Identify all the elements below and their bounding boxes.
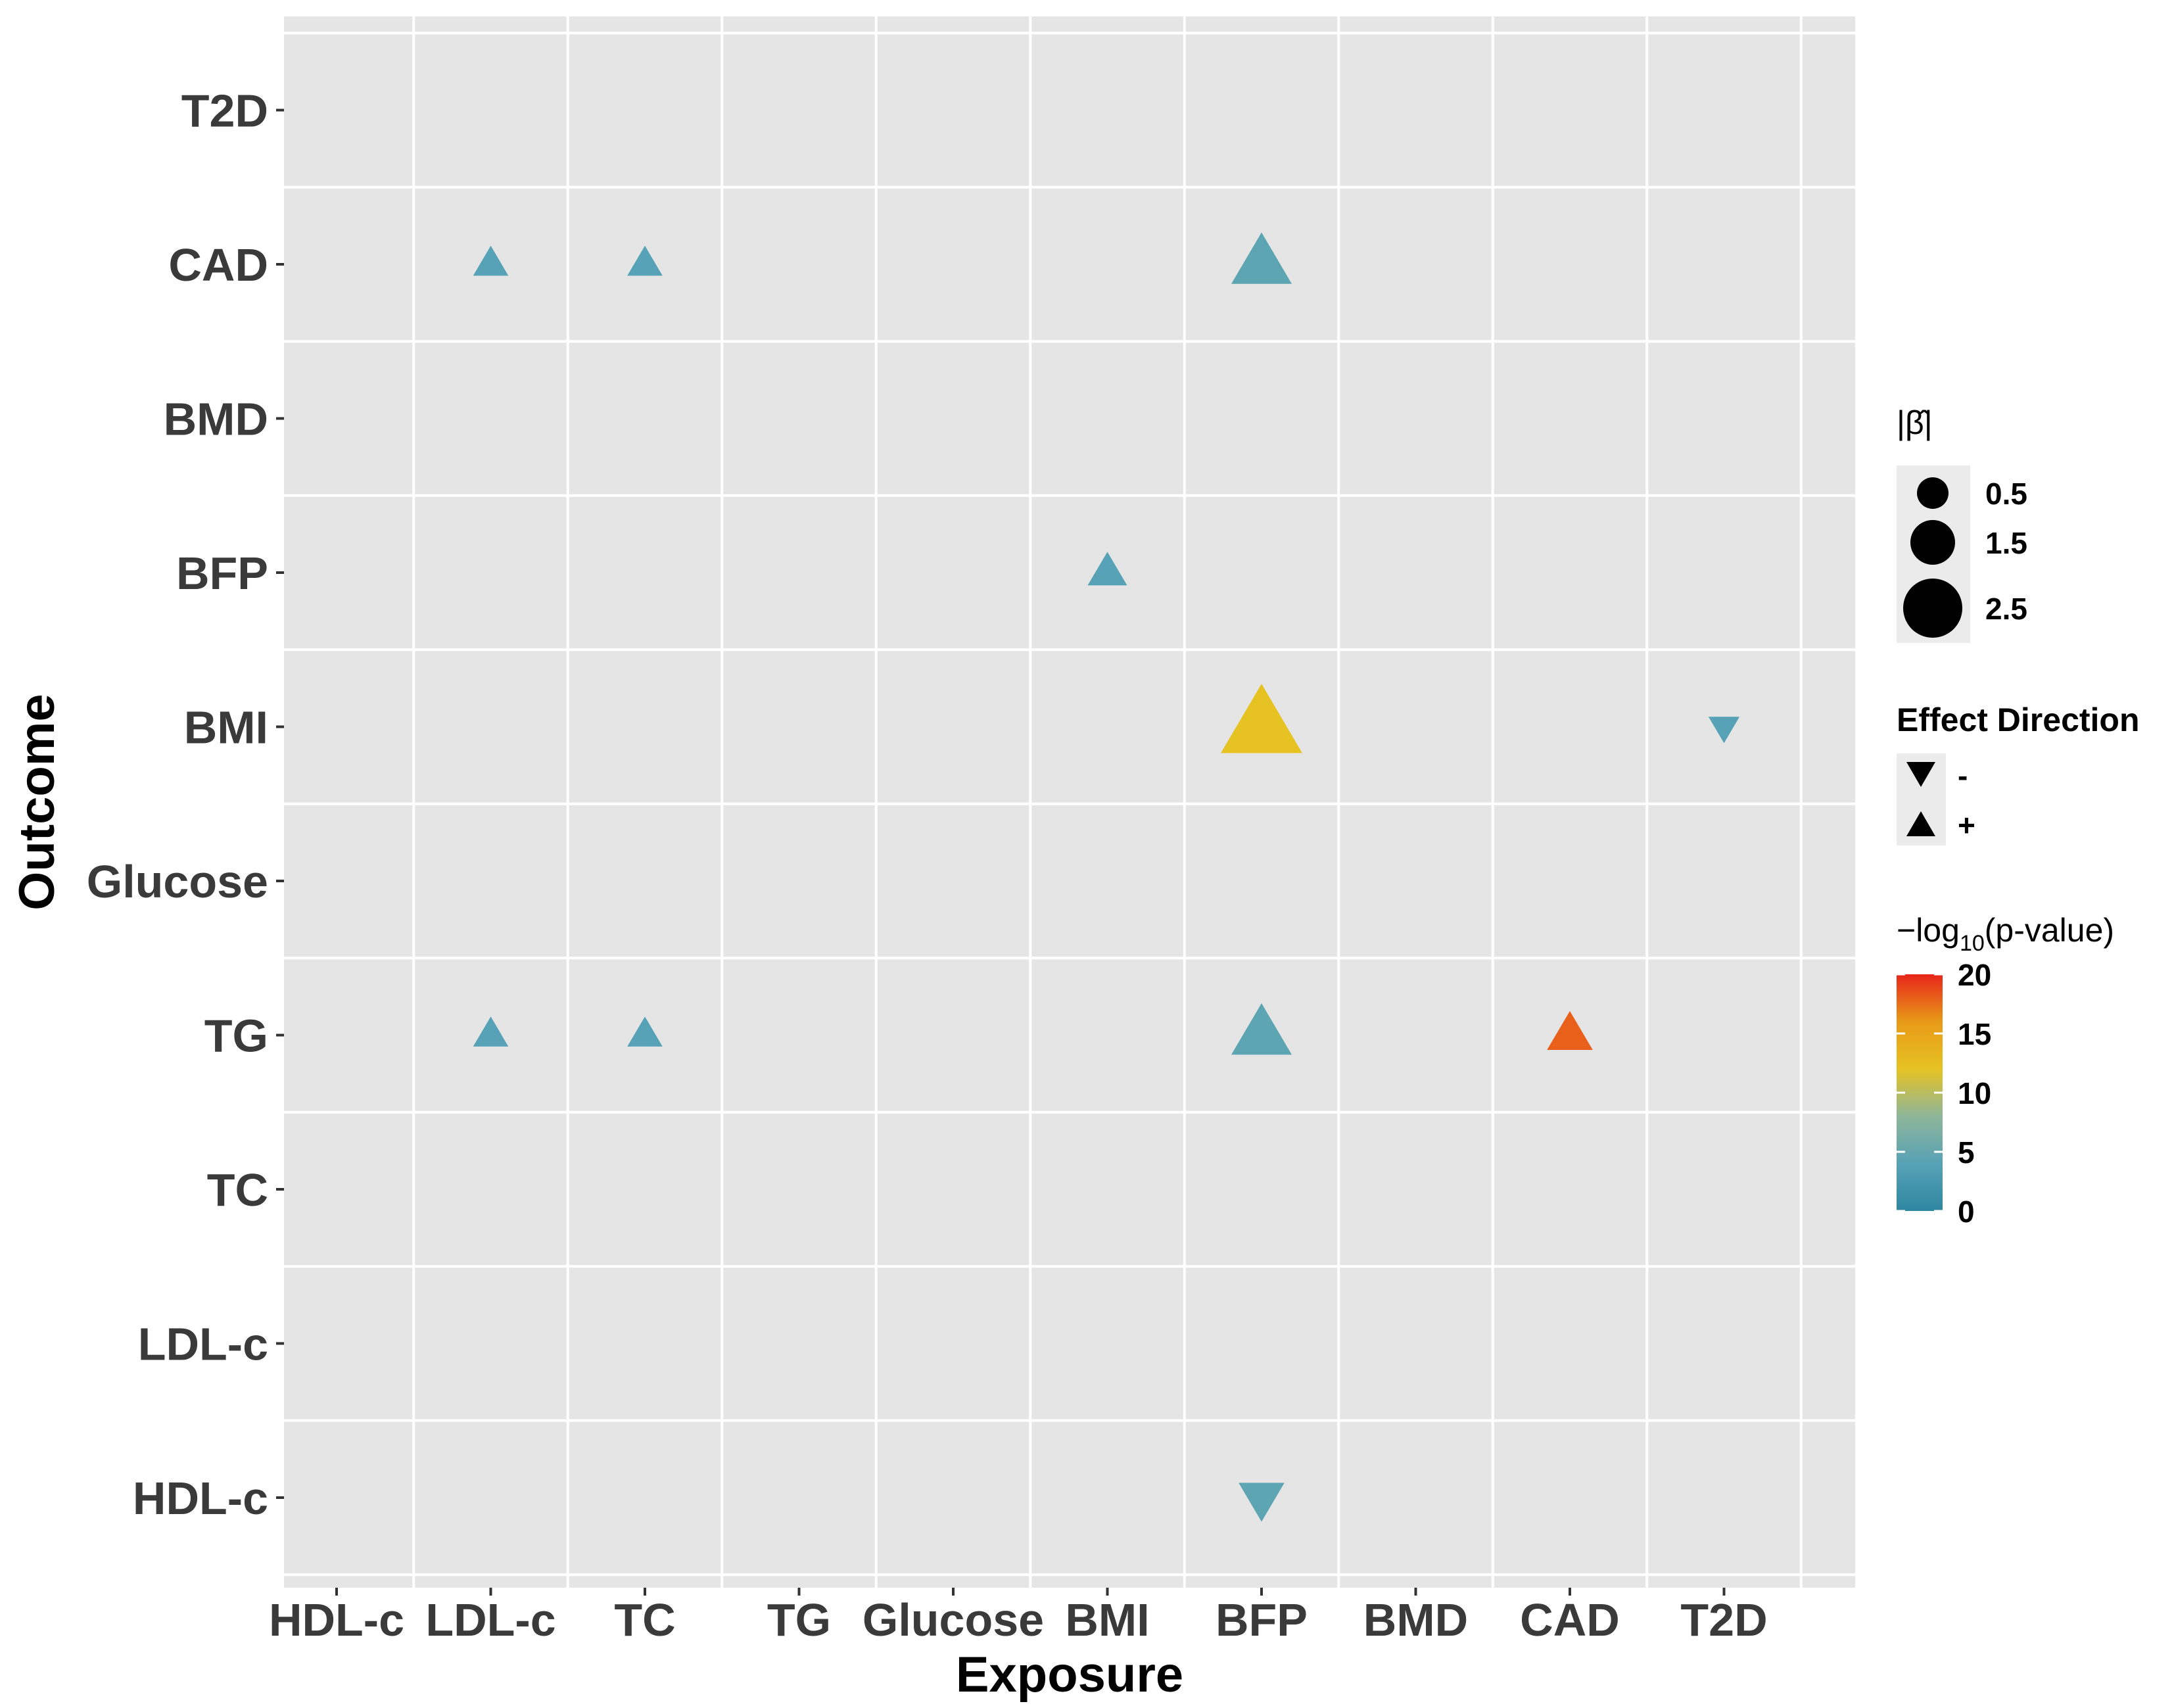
legend-size-circle xyxy=(1903,579,1962,638)
y-tick-label: Glucose xyxy=(87,856,268,907)
colorbar-label: 5 xyxy=(1958,1135,1975,1170)
point-CAD-on-TG xyxy=(1547,1010,1593,1050)
colorbar-label: 15 xyxy=(1958,1017,1991,1051)
x-tick-label: BMI xyxy=(1065,1594,1149,1646)
y-tick-label: BMI xyxy=(184,702,268,753)
point-BFP-on-TG xyxy=(1231,1003,1292,1055)
colorbar-label: 10 xyxy=(1958,1076,1991,1110)
y-tick-label: CAD xyxy=(168,239,268,291)
legend-size-title: |β̂| xyxy=(1897,404,1933,441)
x-tick-label: T2D xyxy=(1680,1594,1767,1646)
point-BMI-on-BFP xyxy=(1087,552,1127,586)
legend-shape-label-minus: - xyxy=(1958,759,1968,793)
x-tick-label: CAD xyxy=(1520,1594,1620,1646)
legend-shape-up-triangle xyxy=(1906,811,1935,836)
point-TC-on-TG xyxy=(627,1016,663,1047)
y-tick-label: T2D xyxy=(181,85,268,137)
y-axis-tick-labels: HDL-c LDL-c TC TG Glucose BMI BFP BMD CAD T2D xyxy=(87,85,268,1525)
y-axis-title: Outcome xyxy=(9,694,65,910)
point-TC-on-CAD xyxy=(627,245,663,276)
x-tick-label: TC xyxy=(614,1594,675,1646)
legend-size-label: 1.5 xyxy=(1985,526,2027,560)
data-points xyxy=(473,232,1740,1522)
legend-size-circle xyxy=(1917,477,1949,509)
x-axis-title: Exposure xyxy=(956,1647,1183,1703)
x-tick-label: TG xyxy=(767,1594,831,1646)
point-BFP-on-HDL-c xyxy=(1239,1483,1285,1522)
legend-size-circle xyxy=(1910,520,1955,565)
x-tick-label: BMD xyxy=(1363,1594,1468,1646)
y-tick-label: TC xyxy=(207,1164,268,1216)
y-tick-label: BMD xyxy=(164,394,268,445)
point-T2D-on-BMI xyxy=(1708,717,1740,744)
y-tick-label: BFP xyxy=(176,548,268,599)
legend-shape-title: Effect Direction xyxy=(1897,701,2140,738)
y-axis-ticks xyxy=(276,108,284,1499)
y-tick-label: TG xyxy=(204,1010,268,1062)
grid-lines xyxy=(284,16,1855,1588)
point-LDL-c-on-TG xyxy=(473,1016,509,1047)
legend-size-label: 2.5 xyxy=(1985,592,2027,626)
x-tick-label: BFP xyxy=(1216,1594,1308,1646)
point-BFP-on-CAD xyxy=(1231,232,1292,284)
x-axis-ticks xyxy=(335,1588,1726,1596)
legend-color-title: −log10(p-value) xyxy=(1897,912,2114,956)
legend-shape-down-triangle xyxy=(1906,762,1935,787)
point-BFP-on-BMI xyxy=(1221,684,1302,753)
legend-color: −log10(p-value) 20 15 10 5 0 xyxy=(1897,912,2114,1229)
legend-size-label: 0.5 xyxy=(1985,477,2027,511)
colorbar-label: 20 xyxy=(1958,958,1991,992)
plot-panel xyxy=(284,16,1855,1588)
y-tick-label: HDL-c xyxy=(133,1473,268,1524)
legend-size: |β̂| 0.5 1.5 2.5 xyxy=(1897,404,2027,643)
x-axis-tick-labels: HDL-c LDL-c TC TG Glucose BMI BFP BMD CAD T2D xyxy=(269,1594,1768,1646)
x-tick-label: HDL-c xyxy=(269,1594,404,1646)
y-tick-label: LDL-c xyxy=(138,1319,268,1370)
legend-shape: Effect Direction - + xyxy=(1897,701,2140,845)
point-LDL-c-on-CAD xyxy=(473,245,509,276)
x-tick-label: Glucose xyxy=(863,1594,1044,1646)
x-tick-label: LDL-c xyxy=(425,1594,555,1646)
legend-shape-label-plus: + xyxy=(1958,808,1975,842)
colorbar-label: 0 xyxy=(1958,1195,1975,1229)
